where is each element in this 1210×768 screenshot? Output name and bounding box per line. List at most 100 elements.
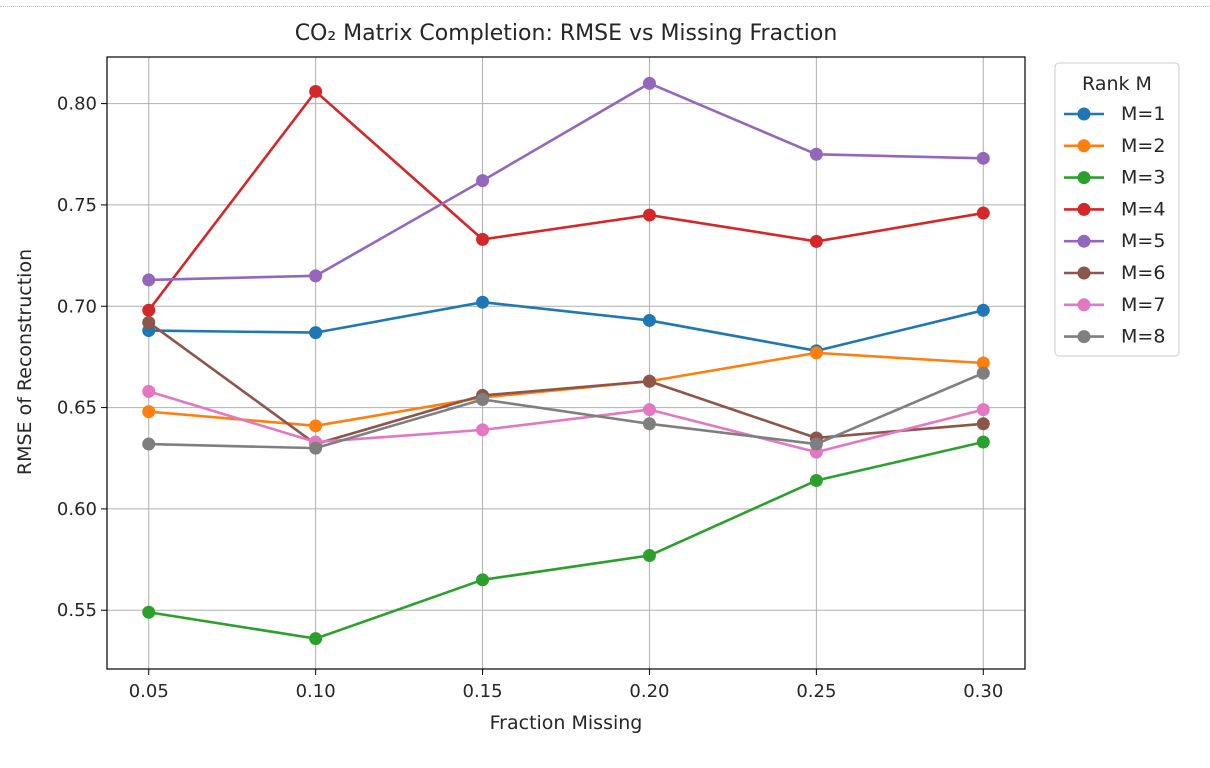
legend-label: M=5: [1121, 230, 1165, 252]
legend-marker: [1077, 234, 1091, 248]
data-point: [976, 435, 990, 449]
legend-entry: M=3: [1064, 167, 1165, 189]
legend-marker: [1077, 139, 1091, 153]
legend-label: M=6: [1121, 262, 1165, 284]
legend-entries: M=1 M=2 M=3 M=4 M=5 M=6 M=7 M=8: [1064, 103, 1165, 348]
data-point: [142, 384, 156, 398]
legend-marker: [1077, 107, 1091, 121]
data-point: [142, 315, 156, 329]
data-point: [309, 441, 323, 455]
data-point: [976, 303, 990, 317]
x-tick-label: 0.30: [963, 681, 1003, 702]
data-point: [809, 474, 823, 488]
data-point: [142, 405, 156, 419]
series-line: [148, 300, 984, 353]
legend-label: M=1: [1121, 103, 1165, 125]
data-point: [642, 208, 656, 222]
series-line: [147, 321, 984, 446]
data-point: [309, 419, 323, 433]
series-layer: [142, 76, 990, 646]
x-axis-ticks: 0.05 0.10 0.15 0.20 0.25 0.30: [129, 669, 1003, 702]
series-m-3: [142, 435, 990, 646]
legend: Rank M M=1 M=2 M=3 M=4 M=5 M=6 M=7 M=8: [1054, 62, 1180, 357]
y-tick-label: 0.80: [57, 94, 97, 115]
series-line: [148, 390, 984, 454]
legend-title: Rank M: [1082, 73, 1152, 95]
y-tick-label: 0.75: [57, 195, 97, 216]
data-point: [809, 147, 823, 161]
data-point: [642, 374, 656, 388]
data-point: [809, 234, 823, 248]
data-point: [809, 437, 823, 451]
series-line: [147, 90, 984, 312]
series-m-4: [142, 84, 990, 317]
data-point: [309, 632, 323, 646]
chart-title: CO₂ Matrix Completion: RMSE vs Missing F…: [295, 21, 838, 46]
legend-label: M=4: [1121, 198, 1165, 220]
y-axis-ticks: 0.55 0.60 0.65 0.70 0.75 0.80: [57, 94, 107, 621]
data-point: [642, 417, 656, 431]
x-tick-label: 0.05: [129, 681, 169, 702]
series-m-8: [142, 366, 990, 455]
series-m-6: [142, 315, 990, 451]
data-point: [476, 423, 490, 437]
y-tick-label: 0.55: [57, 600, 97, 621]
data-point: [476, 295, 490, 309]
series-line: [148, 82, 984, 282]
series-line: [148, 440, 984, 640]
data-point: [976, 206, 990, 220]
legend-entry: M=8: [1064, 326, 1165, 348]
legend-entry: M=1: [1064, 103, 1165, 125]
data-point: [142, 605, 156, 619]
data-point: [476, 232, 490, 246]
x-tick-label: 0.20: [629, 681, 669, 702]
legend-marker: [1077, 266, 1091, 280]
x-tick-label: 0.10: [296, 681, 336, 702]
data-point: [476, 392, 490, 406]
x-tick-label: 0.25: [796, 681, 836, 702]
legend-entry: M=5: [1064, 230, 1165, 252]
data-point: [976, 151, 990, 165]
series-m-1: [142, 295, 990, 358]
data-point: [976, 356, 990, 370]
data-point: [976, 366, 990, 380]
legend-entry: M=4: [1064, 198, 1165, 220]
y-tick-label: 0.65: [57, 398, 97, 419]
grid-lines: [107, 57, 1025, 669]
data-point: [142, 303, 156, 317]
x-tick-label: 0.15: [463, 681, 503, 702]
data-point: [809, 346, 823, 360]
legend-label: M=8: [1121, 326, 1165, 348]
data-point: [976, 417, 990, 431]
legend-marker: [1077, 202, 1091, 216]
data-point: [642, 403, 656, 417]
plot-frame: [106, 56, 1026, 670]
top-divider: [0, 6, 1210, 7]
data-point: [642, 549, 656, 563]
legend-marker: [1077, 171, 1091, 185]
y-tick-label: 0.60: [57, 499, 97, 520]
data-point: [142, 437, 156, 451]
data-point: [309, 84, 323, 98]
y-axis-label: RMSE of Reconstruction: [14, 249, 36, 475]
legend-label: M=2: [1121, 135, 1165, 157]
legend-label: M=3: [1121, 167, 1165, 189]
legend-box: [1054, 62, 1180, 357]
legend-entry: M=7: [1064, 294, 1165, 316]
data-point: [642, 76, 656, 90]
legend-label: M=7: [1121, 294, 1165, 316]
series-m-5: [142, 76, 990, 287]
data-point: [476, 174, 490, 188]
data-point: [142, 273, 156, 287]
legend-marker: [1077, 298, 1091, 312]
legend-entry: M=2: [1064, 135, 1165, 157]
data-point: [309, 326, 323, 340]
legend-entry: M=6: [1064, 262, 1165, 284]
y-tick-label: 0.70: [57, 296, 97, 317]
series-line: [148, 371, 984, 450]
data-point: [309, 269, 323, 283]
data-point: [476, 573, 490, 587]
x-axis-label: Fraction Missing: [490, 712, 643, 734]
legend-marker: [1077, 330, 1091, 344]
